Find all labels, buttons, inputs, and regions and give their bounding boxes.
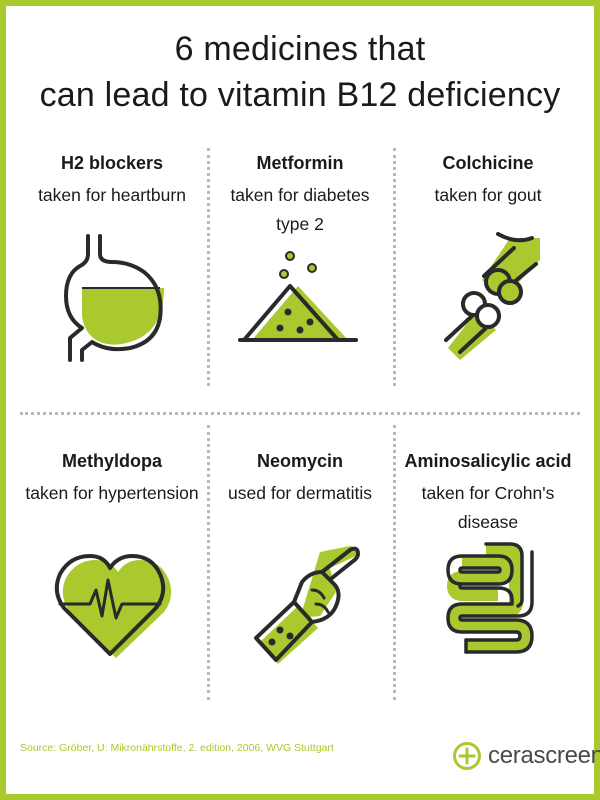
medicine-name: Metformin [256, 153, 344, 173]
medicine-use: taken for gout [434, 185, 542, 205]
medicine-use: taken for diabetes type 2 [230, 185, 370, 234]
brand-logo: cerascreen ® [452, 741, 600, 771]
stomach-icon [64, 234, 164, 362]
medicine-name: Methyldopa [61, 451, 162, 471]
medicine-use: taken for heartburn [38, 185, 186, 205]
medicine-card-aminosalicylic-acid: Aminosalicylic acid taken for Crohn's di… [390, 448, 586, 537]
medicine-card-neomycin: Neomycin used for dermatitis [202, 448, 398, 508]
brand-name: cerascreen [488, 742, 600, 769]
column-divider-2 [393, 148, 396, 386]
medicine-card-colchicine: Colchicine taken for gout [390, 150, 586, 210]
title-line-2: can lead to vitamin B12 deficiency [39, 76, 561, 114]
column-divider-4 [393, 425, 396, 700]
medicine-card-methyldopa: Methyldopa taken for hypertension [14, 448, 210, 508]
intestine-icon [446, 542, 534, 654]
medicine-name: Colchicine [442, 153, 534, 173]
column-divider-1 [207, 148, 210, 386]
medicine-name: H2 blockers [60, 153, 164, 173]
plus-circle-icon [453, 742, 481, 770]
medicine-name: Neomycin [256, 451, 344, 471]
pointing-hand-icon [254, 546, 360, 664]
bone-joint-icon [444, 232, 540, 360]
medicine-name: Aminosalicylic acid [404, 451, 572, 471]
medicine-card-metformin: Metformin taken for diabetes type 2 [202, 150, 398, 239]
column-divider-3 [207, 425, 210, 700]
source-citation: Source: Gröber, U: Mikronährstoffe, 2. e… [20, 742, 334, 754]
heart-pulse-icon [54, 554, 172, 658]
medicine-use: taken for hypertension [25, 483, 199, 503]
medicine-use: used for dermatitis [228, 483, 372, 503]
title-line-1: 6 medicines that [174, 30, 426, 68]
medicine-use: taken for Crohn's disease [421, 483, 555, 532]
page-title: 6 medicines that can lead to vitamin B12… [20, 26, 580, 118]
row-divider [20, 412, 580, 415]
powder-pile-icon [238, 251, 358, 342]
medicine-card-h2-blockers: H2 blockers taken for heartburn [14, 150, 210, 210]
